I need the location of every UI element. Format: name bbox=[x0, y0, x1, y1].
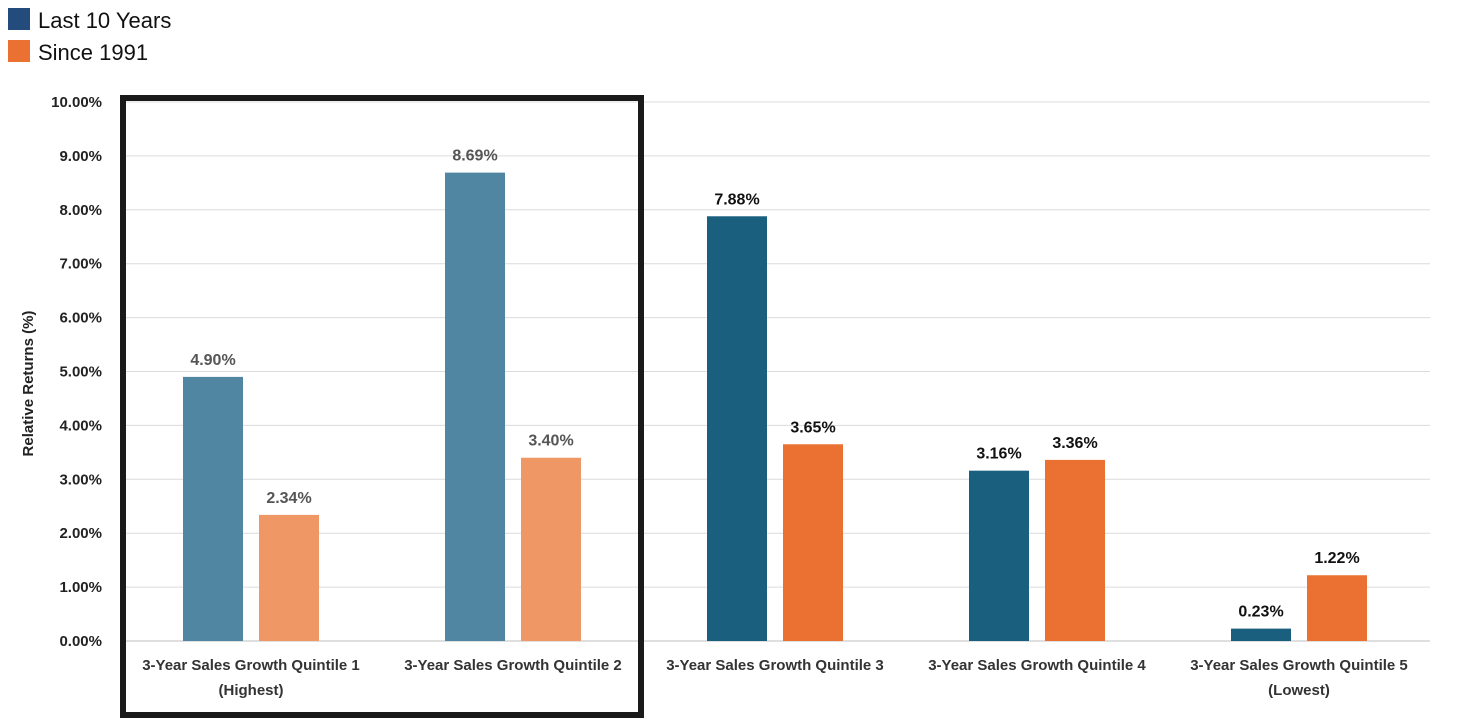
bars: 4.90% 2.34% 8.69% 3.40% 7.88% 3.65% 3.16% 3.36%… bbox=[183, 148, 1367, 641]
data-label: 0.23% bbox=[1238, 604, 1283, 621]
gridlines bbox=[120, 101, 1430, 642]
x-axis-category-labels: 3-Year Sales Growth Quintile 1 (Highest) 3… bbox=[142, 657, 1408, 699]
bar-last-10-years bbox=[969, 470, 1029, 641]
y-tick-label: 8.00% bbox=[59, 202, 102, 219]
y-tick-label: 2.00% bbox=[59, 525, 102, 542]
y-tick-label: 1.00% bbox=[59, 579, 102, 596]
bar-since-1991 bbox=[259, 514, 319, 641]
legend-label-since-1991: Since 1991 bbox=[38, 40, 148, 65]
data-label: 3.36% bbox=[1052, 435, 1097, 452]
bar-last-10-years bbox=[445, 172, 505, 641]
y-tick-label: 0.00% bbox=[59, 633, 102, 650]
y-tick-label: 6.00% bbox=[59, 310, 102, 327]
y-tick-label: 3.00% bbox=[59, 471, 102, 488]
highlight-box bbox=[120, 95, 644, 718]
legend: Last 10 Years Since 1991 bbox=[8, 8, 171, 65]
x-category-label: 3-Year Sales Growth Quintile 5 bbox=[1190, 657, 1408, 674]
data-label: 1.22% bbox=[1314, 550, 1359, 567]
bar-last-10-years bbox=[1231, 628, 1291, 641]
data-label: 7.88% bbox=[714, 191, 759, 208]
y-tick-label: 7.00% bbox=[59, 256, 102, 273]
data-label: 3.40% bbox=[528, 433, 573, 450]
y-tick-label: 4.00% bbox=[59, 417, 102, 434]
bar-since-1991 bbox=[1307, 575, 1367, 641]
x-category-label: 3-Year Sales Growth Quintile 4 bbox=[928, 657, 1146, 674]
x-category-label: (Highest) bbox=[219, 682, 284, 699]
y-axis-ticks: 0.00% 1.00% 2.00% 3.00% 4.00% 5.00% 6.00% 7.00%… bbox=[51, 94, 102, 650]
data-label: 3.65% bbox=[790, 419, 835, 436]
x-category-label: 3-Year Sales Growth Quintile 1 bbox=[142, 657, 360, 674]
data-label: 4.90% bbox=[190, 352, 235, 369]
y-tick-label: 5.00% bbox=[59, 364, 102, 381]
bar-since-1991 bbox=[1045, 459, 1105, 641]
data-label: 2.34% bbox=[266, 490, 311, 507]
y-tick-label: 9.00% bbox=[59, 148, 102, 165]
legend-swatch-since-1991 bbox=[8, 40, 30, 62]
bar-since-1991 bbox=[783, 444, 843, 641]
y-tick-label: 10.00% bbox=[51, 94, 102, 111]
bar-since-1991 bbox=[521, 457, 581, 641]
x-category-label: (Lowest) bbox=[1268, 682, 1330, 699]
bar-last-10-years bbox=[707, 216, 767, 641]
legend-label-last-10-years: Last 10 Years bbox=[38, 8, 171, 33]
legend-swatch-last-10-years bbox=[8, 8, 30, 30]
data-label: 8.69% bbox=[452, 148, 497, 165]
x-category-label: 3-Year Sales Growth Quintile 3 bbox=[666, 657, 884, 674]
x-category-label: 3-Year Sales Growth Quintile 2 bbox=[404, 657, 622, 674]
bar-last-10-years bbox=[183, 376, 243, 641]
data-label: 3.16% bbox=[976, 446, 1021, 463]
y-axis-title: Relative Returns (%) bbox=[20, 311, 37, 457]
